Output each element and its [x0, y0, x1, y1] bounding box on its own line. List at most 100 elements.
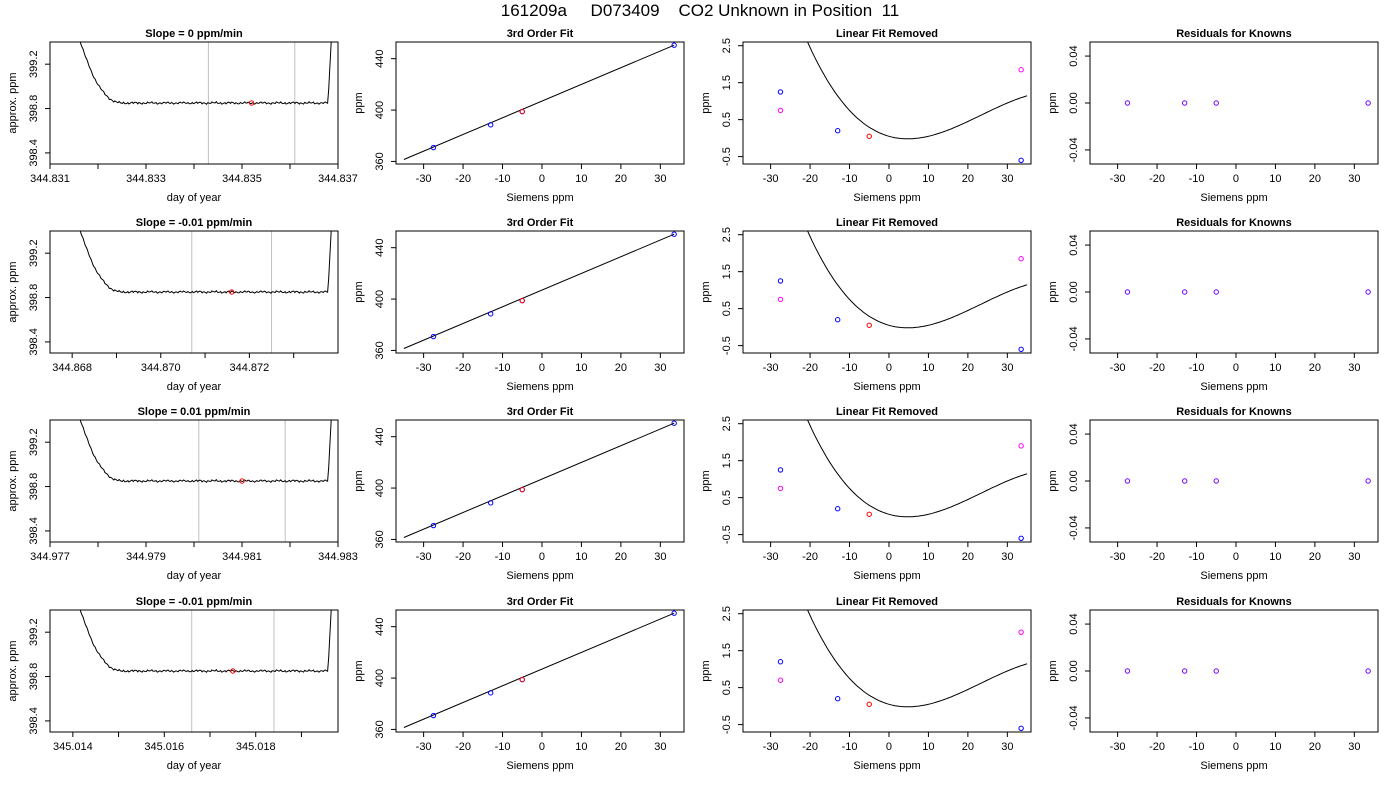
y-tick-label: 399.2	[28, 428, 40, 456]
x-tick-label: -20	[1149, 173, 1165, 185]
linear-point	[777, 677, 784, 683]
y-tick-label: -0.5	[721, 147, 733, 166]
y-tick-label: 0.04	[1068, 45, 1080, 66]
panel-title: Residuals for Knowns	[1176, 406, 1292, 418]
x-tick-label: 30	[1348, 741, 1360, 753]
known-point	[1124, 289, 1131, 295]
plot-area	[79, 231, 332, 353]
x-tick-label: -10	[1189, 362, 1205, 374]
panel-2-0: Slope = 0.01 ppm/min day of year approx. p…	[7, 406, 358, 582]
plot-frame	[1089, 419, 1379, 543]
plot-area	[403, 420, 677, 538]
y-tick-label: 398.4	[28, 139, 40, 167]
x-tick-label: 20	[962, 741, 974, 753]
plot-frame	[742, 230, 1032, 354]
plot-area	[403, 231, 677, 349]
y-tick-label: 400	[374, 101, 386, 119]
x-tick-label: 0	[1233, 173, 1239, 185]
panel-1-1: 3rd Order Fit Siemens ppm ppm -30 -20 -10 0 10 2…	[353, 217, 685, 393]
unknown-point	[519, 108, 525, 115]
x-tick-label: -10	[842, 741, 858, 753]
x-tick-label: 344.977	[30, 551, 70, 563]
x-tick-label: 20	[1309, 173, 1321, 185]
x-tick-label: 30	[654, 362, 666, 374]
y-axis-label: approx. ppm	[7, 450, 19, 511]
x-tick-label: 344.831	[30, 173, 70, 185]
y-tick-label: 399.2	[28, 239, 40, 267]
plot-area	[403, 42, 677, 160]
y-tick-label: 440	[374, 239, 386, 257]
known-point	[1018, 535, 1024, 542]
x-axis-label: Siemens ppm	[1200, 570, 1267, 582]
known-point	[430, 333, 437, 340]
known-point	[1181, 478, 1188, 484]
panel-title: Slope = 0 ppm/min	[145, 28, 243, 40]
known-point	[1365, 668, 1371, 674]
x-tick-label: 30	[1001, 362, 1013, 374]
plot-area	[777, 610, 1028, 732]
panel-title: 3rd Order Fit	[507, 28, 574, 40]
x-tick-label: 344.872	[230, 362, 270, 374]
plot-area	[777, 42, 1028, 164]
plot-area	[79, 610, 332, 732]
known-point	[1181, 668, 1188, 674]
plot-frame	[395, 419, 685, 543]
y-axis-label: ppm	[1047, 470, 1059, 491]
y-axis-label: ppm	[1047, 92, 1059, 113]
x-tick-label: 10	[575, 551, 587, 563]
y-axis-label: ppm	[353, 92, 365, 113]
y-tick-label: 0.04	[1068, 234, 1080, 255]
panel-title: 3rd Order Fit	[507, 406, 574, 418]
y-axis-label: ppm	[353, 470, 365, 491]
known-point	[1213, 289, 1219, 295]
x-tick-label: -30	[1110, 362, 1126, 374]
y-tick-label: 399.2	[28, 50, 40, 78]
y-tick-label: 2.5	[721, 416, 733, 431]
x-tick-label: 10	[1269, 551, 1281, 563]
x-tick-label: -10	[842, 551, 858, 563]
y-tick-label: 1.5	[721, 75, 733, 90]
plot-frame	[1089, 609, 1379, 733]
known-point	[487, 690, 494, 696]
y-axis-label: ppm	[353, 660, 365, 681]
known-point	[671, 231, 677, 237]
plot-frame	[1089, 230, 1379, 354]
known-point	[834, 506, 841, 512]
x-tick-label: 0	[539, 173, 545, 185]
y-axis-label: ppm	[353, 281, 365, 302]
y-tick-label: 0.04	[1068, 423, 1080, 444]
y-tick-label: 400	[374, 290, 386, 308]
y-tick-label: -0.5	[721, 336, 733, 355]
known-point	[834, 317, 841, 323]
x-tick-label: -30	[1110, 173, 1126, 185]
x-tick-label: 30	[1001, 173, 1013, 185]
x-tick-label: -20	[455, 741, 471, 753]
y-axis-label: ppm	[700, 92, 712, 113]
known-point	[487, 122, 494, 128]
unknown-marker	[230, 668, 236, 674]
known-point	[430, 144, 437, 151]
y-tick-label: 2.5	[721, 227, 733, 242]
panel-2-3: Residuals for Knowns Siemens ppm ppm -30 -20…	[1047, 406, 1379, 582]
linear-point	[1018, 67, 1024, 73]
plot-frame	[742, 609, 1032, 733]
linear-point	[777, 107, 784, 114]
x-tick-label: -30	[416, 362, 432, 374]
fit-line	[403, 233, 675, 349]
fit-curve	[807, 42, 1028, 140]
y-tick-label: 398.4	[28, 328, 40, 356]
panel-2-2: Linear Fit Removed Siemens ppm ppm -30 -20 -1…	[700, 406, 1032, 582]
plot-area	[1124, 478, 1371, 484]
x-tick-label: 0	[1233, 741, 1239, 753]
x-tick-label: 0	[886, 551, 892, 563]
unknown-point	[519, 676, 525, 683]
x-tick-label: 10	[922, 741, 934, 753]
x-tick-label: 30	[654, 173, 666, 185]
y-tick-label: -0.5	[721, 715, 733, 734]
x-tick-label: -20	[455, 551, 471, 563]
panel-3-1: 3rd Order Fit Siemens ppm ppm -30 -20 -10 0 10 2…	[353, 596, 685, 772]
x-tick-label: 10	[575, 741, 587, 753]
linear-point	[1018, 629, 1024, 635]
y-tick-label: 398.8	[28, 663, 40, 691]
